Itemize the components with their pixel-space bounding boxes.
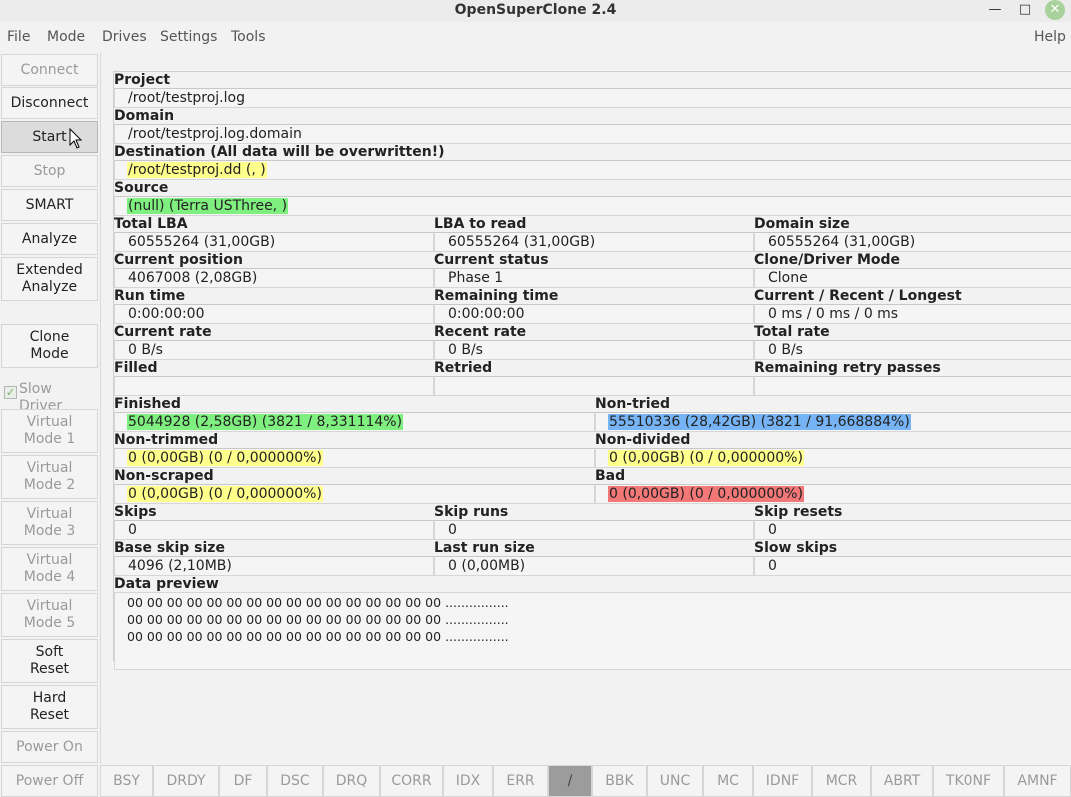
virtual-mode-3-button[interactable]: Virtual Mode 3 [1,501,98,545]
menu-file[interactable]: File [7,29,31,45]
destination-value: /root/testproj.dd (, ) [127,162,267,178]
status-bar: Power Off BSY DRDY DF DSC DRQ CORR IDX E… [0,764,1071,797]
connect-button[interactable]: Connect [1,54,98,86]
menu-mode[interactable]: Mode [47,29,86,45]
disconnect-button[interactable]: Disconnect [1,87,98,119]
main-area: Project /root/testproj.log Domain /root/… [100,52,1071,764]
finished-value: 5044928 (2,58GB) (3821 / 8,331114%) [127,414,404,430]
window-title: OpenSuperClone 2.4 [454,2,617,18]
status-dsc: DSC [267,765,323,797]
status-bbk: BBK [592,765,647,797]
status-bsy: BSY [100,765,153,797]
smart-button[interactable]: SMART [1,189,98,221]
menu-bar: File Mode Drives Settings Tools Help [0,24,1071,52]
mouse-cursor-icon [69,128,83,149]
hard-reset-button[interactable]: Hard Reset [1,685,98,729]
power-off-button[interactable]: Power Off [1,765,98,797]
title-bar: OpenSuperClone 2.4 — □ ✕ [0,0,1071,22]
status-abrt: ABRT [871,765,933,797]
menu-settings[interactable]: Settings [160,29,218,45]
maximize-button[interactable]: □ [1018,2,1032,17]
power-on-button[interactable]: Power On [1,731,98,763]
sidebar: Connect Disconnect Start Stop SMART Anal… [0,52,100,797]
project-value: /root/testproj.log [128,90,245,106]
checkmark-icon: ✓ [4,386,17,399]
status-unc: UNC [647,765,703,797]
non-tried-value: 55510336 (28,42GB) (3821 / 91,668884%) [608,414,911,430]
start-button[interactable]: Start [1,121,98,153]
soft-reset-button[interactable]: Soft Reset [1,639,98,683]
status-mc: MC [703,765,753,797]
status-idx: IDX [443,765,493,797]
preview-line: 00 00 00 00 00 00 00 00 00 00 00 00 00 0… [127,629,509,644]
status-tk0nf: TK0NF [933,765,1004,797]
analyze-button[interactable]: Analyze [1,223,98,255]
minimize-button[interactable]: — [988,2,1002,17]
menu-tools[interactable]: Tools [231,29,266,45]
domain-value: /root/testproj.log.domain [128,126,302,142]
status-idnf: IDNF [753,765,812,797]
menu-help[interactable]: Help [1034,29,1066,45]
status-drdy: DRDY [153,765,219,797]
extended-analyze-button[interactable]: Extended Analyze [1,257,98,301]
status-corr: CORR [380,765,443,797]
stop-button[interactable]: Stop [1,155,98,187]
clone-mode-button[interactable]: Clone Mode [1,324,98,368]
virtual-mode-4-button[interactable]: Virtual Mode 4 [1,547,98,591]
status-mcr: MCR [812,765,871,797]
status-err: ERR [493,765,548,797]
close-button[interactable]: ✕ [1045,0,1065,20]
source-value: (null) (Terra USThree, ) [127,198,289,214]
virtual-mode-2-button[interactable]: Virtual Mode 2 [1,455,98,499]
preview-line: 00 00 00 00 00 00 00 00 00 00 00 00 00 0… [127,612,509,627]
status-drq: DRQ [323,765,380,797]
info-panel: Project /root/testproj.log Domain /root/… [113,71,1071,670]
status-amnf: AMNF [1004,765,1071,797]
status-activity: / [548,765,592,797]
virtual-mode-5-button[interactable]: Virtual Mode 5 [1,593,98,637]
menu-drives[interactable]: Drives [102,29,147,45]
virtual-mode-1-button[interactable]: Virtual Mode 1 [1,409,98,453]
status-df: DF [219,765,267,797]
preview-line: 00 00 00 00 00 00 00 00 00 00 00 00 00 0… [127,595,509,610]
